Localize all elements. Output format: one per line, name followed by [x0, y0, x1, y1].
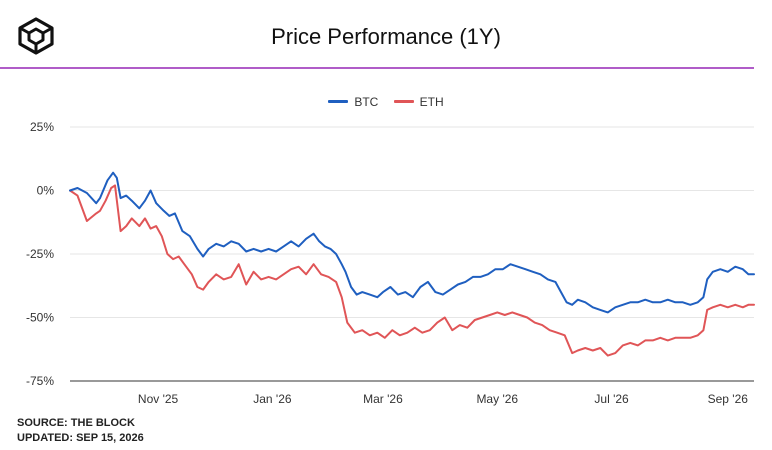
updated-note: UPDATED: SEP 15, 2026 [17, 432, 144, 444]
chart-header: Price Performance (1Y) [0, 0, 772, 68]
legend-swatch-eth [393, 100, 414, 103]
chart-legend: BTC ETH [0, 92, 772, 109]
x-tick-label: Sep '26 [708, 392, 749, 406]
legend-item-btc: BTC [328, 95, 378, 109]
x-tick-label: May '26 [476, 392, 518, 406]
y-tick-label: -50% [26, 311, 54, 325]
series-line-eth [69, 184, 755, 357]
the-block-cube-logo-icon [18, 17, 54, 55]
chart-footer: SOURCE: THE BLOCK UPDATED: SEP 15, 2026 [17, 416, 144, 446]
y-tick-label: -25% [26, 247, 54, 261]
chart-title: Price Performance (1Y) [271, 24, 501, 49]
legend-label-btc: BTC [354, 94, 379, 109]
x-tick-label: Jul '26 [594, 392, 629, 406]
header-divider [0, 67, 754, 69]
legend-label-eth: ETH [419, 94, 444, 109]
legend-item-eth: ETH [393, 94, 444, 109]
y-tick-label: 25% [30, 120, 54, 134]
y-tick-label: -75% [26, 374, 54, 388]
series-line-btc [69, 171, 755, 314]
y-tick-label: 0% [37, 184, 55, 198]
x-tick-label: Mar '26 [363, 392, 403, 406]
source-note: SOURCE: THE BLOCK [17, 417, 135, 429]
x-tick-label: Jan '26 [253, 392, 292, 406]
x-tick-label: Nov '25 [138, 392, 179, 406]
legend-swatch-btc [328, 100, 349, 103]
